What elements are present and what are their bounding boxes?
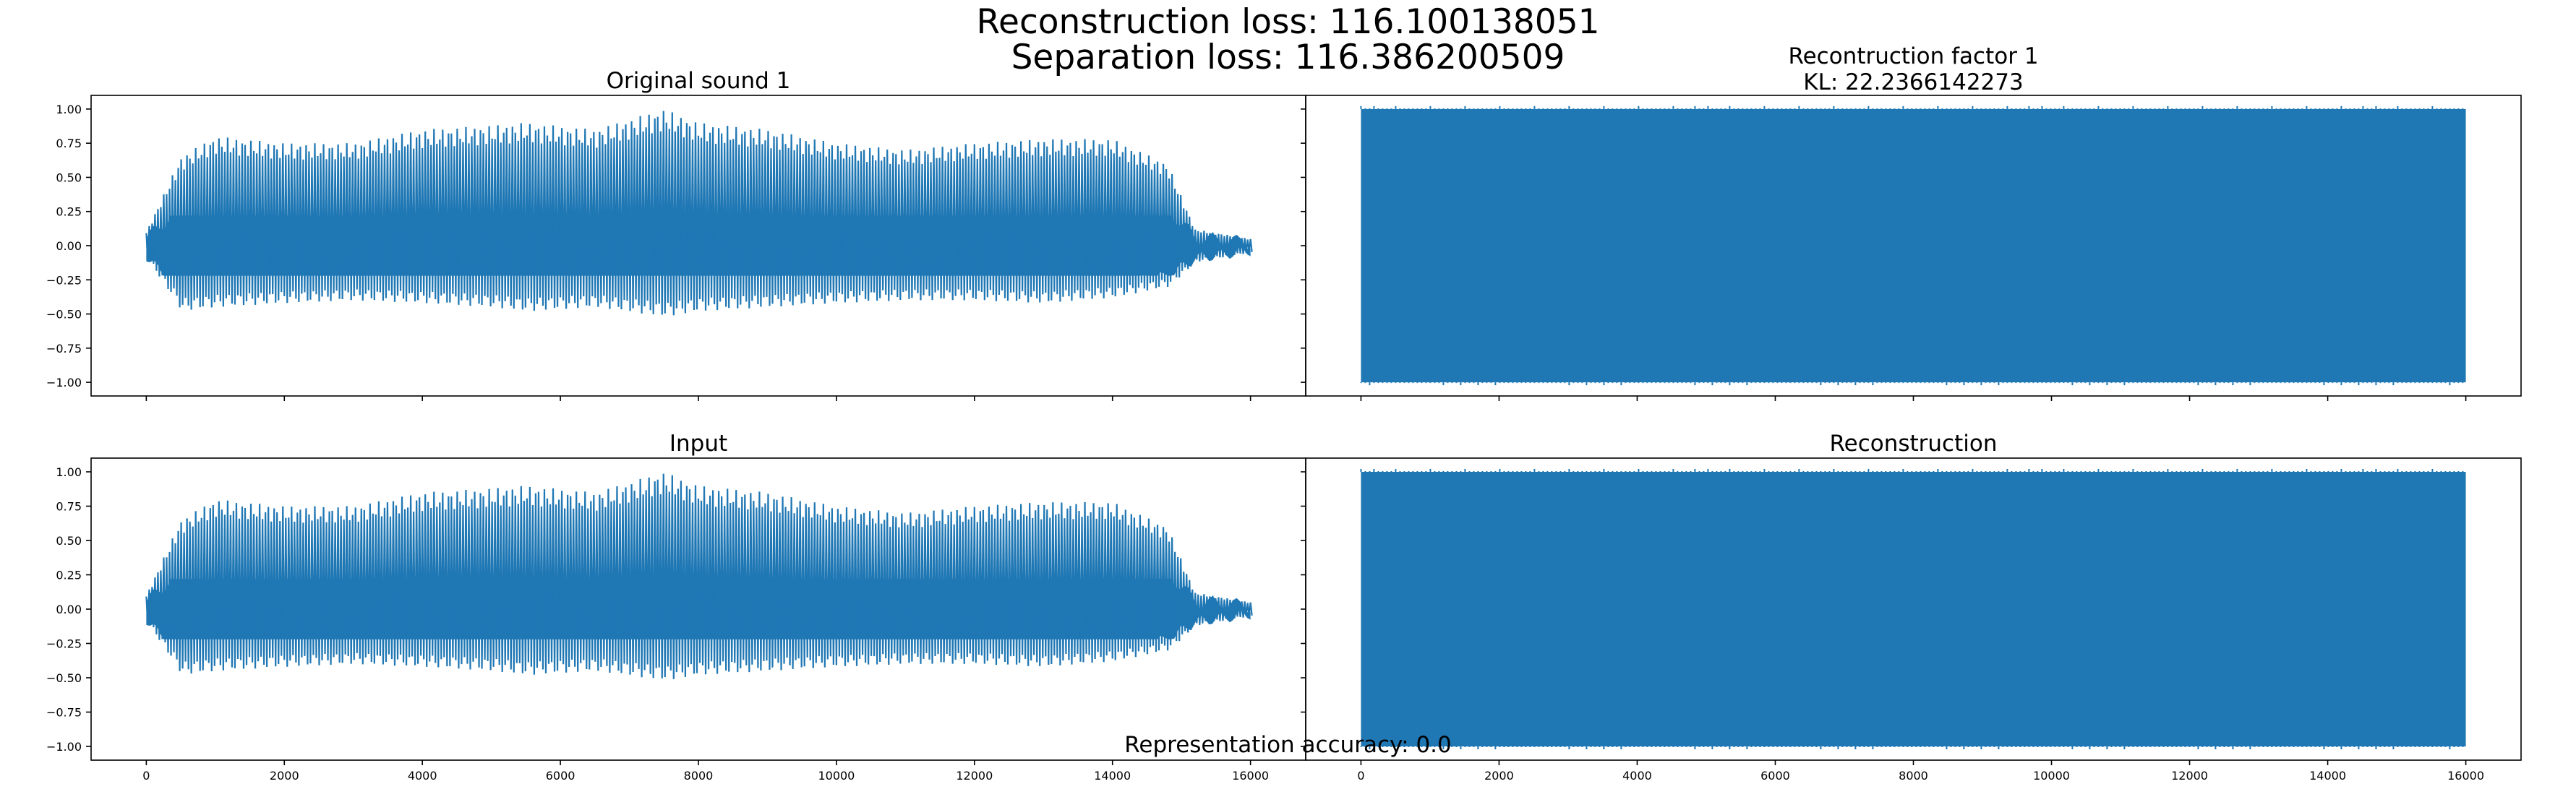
x-tick-label: 12000	[956, 769, 993, 783]
noise-series-edge	[1360, 105, 2464, 386]
subplot-title: Input	[669, 431, 727, 457]
plot-area	[145, 111, 1253, 316]
x-tick-label: 4000	[1622, 769, 1652, 783]
x-tick-label: 8000	[684, 769, 714, 783]
x-tick-label: 14000	[1094, 769, 1131, 783]
y-tick-label: −0.50	[46, 308, 82, 322]
x-tick-label: 16000	[2447, 769, 2484, 783]
noise-series-edge	[1360, 469, 2464, 749]
plot-area	[1360, 469, 2466, 749]
x-tick-label: 8000	[1899, 769, 1928, 783]
y-tick-label: −0.50	[46, 671, 82, 685]
y-tick-label: 0.25	[56, 569, 82, 582]
x-tick-label: 0	[142, 769, 150, 783]
suptitle-reconstruction-loss: Reconstruction loss: 116.100138051	[976, 2, 1600, 42]
subplot-title: Reconstruction	[1829, 431, 1997, 457]
x-tick-label: 16000	[1232, 769, 1269, 783]
y-tick-label: −0.25	[46, 273, 82, 287]
x-tick-label: 10000	[2033, 769, 2070, 783]
y-tick-label: 0.75	[56, 137, 82, 150]
representation-accuracy-label: Representation accuracy: 0.0	[1124, 732, 1452, 758]
x-tick-label: 12000	[2171, 769, 2208, 783]
y-tick-label: 0.50	[56, 534, 82, 548]
waveform-line	[145, 111, 1253, 316]
x-tick-label: 0	[1357, 769, 1364, 783]
x-tick-label: 6000	[1760, 769, 1790, 783]
y-tick-label: −1.00	[46, 376, 82, 389]
subplot-title: Recontruction factor 1	[1788, 43, 2038, 69]
x-tick-label: 2000	[1484, 769, 1514, 783]
suptitle-separation-loss: Separation loss: 116.386200509	[1011, 38, 1565, 77]
subplot-recon_factor: Recontruction factor 1KL: 22.2366142273	[1301, 43, 2522, 401]
y-tick-label: 0.00	[56, 239, 82, 253]
x-tick-label: 4000	[408, 769, 437, 783]
noise-series-band	[1361, 108, 2466, 383]
x-tick-label: 6000	[546, 769, 575, 783]
y-tick-label: −0.25	[46, 637, 82, 651]
y-tick-label: 0.75	[56, 500, 82, 514]
subplot-title: Original sound 1	[607, 68, 791, 94]
subplot-input: Input 1.00 0.75 0.50 0.25 0.00 −0.25 −0.50 −0.75…	[46, 431, 1306, 783]
noise-series-band	[1361, 472, 2466, 746]
x-tick-label: 10000	[818, 769, 855, 783]
waveform-dense-band	[146, 215, 1251, 276]
y-tick-label: −1.00	[46, 740, 82, 754]
y-tick-label: 1.00	[56, 465, 82, 479]
y-tick-label: 0.25	[56, 205, 82, 219]
x-tick-label: 2000	[270, 769, 299, 783]
y-tick-label: 1.00	[56, 103, 82, 116]
y-tick-label: −0.75	[46, 342, 82, 356]
plot-area	[145, 473, 1253, 679]
subplot-original: Original sound 1 1.00 0.75 0.50 0.25 0.00 −0.2…	[46, 68, 1306, 401]
y-tick-label: 0.00	[56, 603, 82, 616]
x-tick-label: 14000	[2309, 769, 2346, 783]
y-tick-label: −0.75	[46, 706, 82, 720]
y-tick-label: 0.50	[56, 171, 82, 184]
waveform-dense-band	[146, 579, 1251, 639]
subplot-title-kl: KL: 22.2366142273	[1803, 69, 2023, 95]
waveform-line	[145, 473, 1253, 679]
subplot-reconstruction: Reconstruction 0 2000 4000 6000 8000 10000 1200…	[1301, 431, 2522, 783]
plot-area	[1360, 105, 2466, 386]
